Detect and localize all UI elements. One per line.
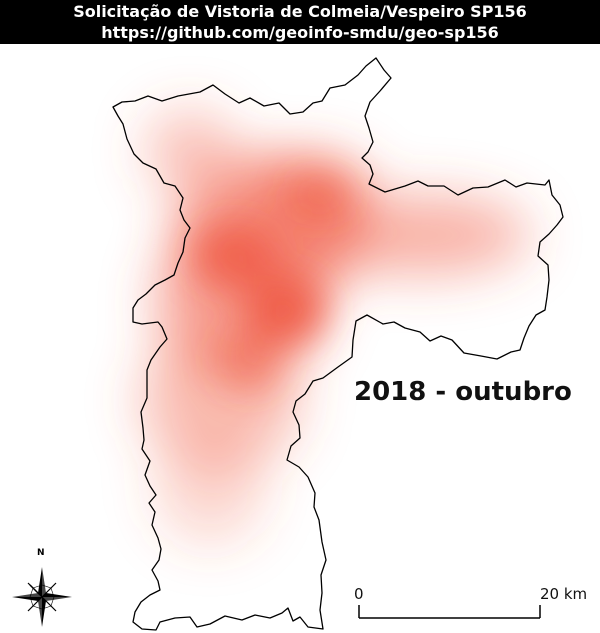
heat-spot	[145, 110, 235, 190]
period-label: 2018 - outubro	[354, 377, 572, 407]
heat-core	[290, 177, 350, 213]
heat-spot	[310, 195, 530, 275]
map-header: Solicitação de Vistoria de Colmeia/Vespe…	[0, 0, 600, 44]
heatmap-core	[195, 177, 350, 390]
scale-end-label: 20 km	[540, 585, 588, 603]
heat-core	[220, 330, 280, 390]
scale-start-label: 0	[354, 585, 364, 603]
heatmap-layer	[140, 110, 530, 545]
city-boundary	[112, 57, 564, 631]
scale-bar	[358, 605, 541, 619]
north-label: N	[37, 548, 45, 558]
heat-core	[195, 225, 275, 285]
heat-core	[245, 275, 325, 345]
map-title: Solicitação de Vistoria de Colmeia/Vespe…	[73, 2, 527, 21]
north-arrow-icon	[12, 567, 72, 627]
source-url: https://github.com/geoinfo-smdu/geo-sp15…	[101, 23, 499, 42]
heat-spot	[155, 435, 265, 545]
